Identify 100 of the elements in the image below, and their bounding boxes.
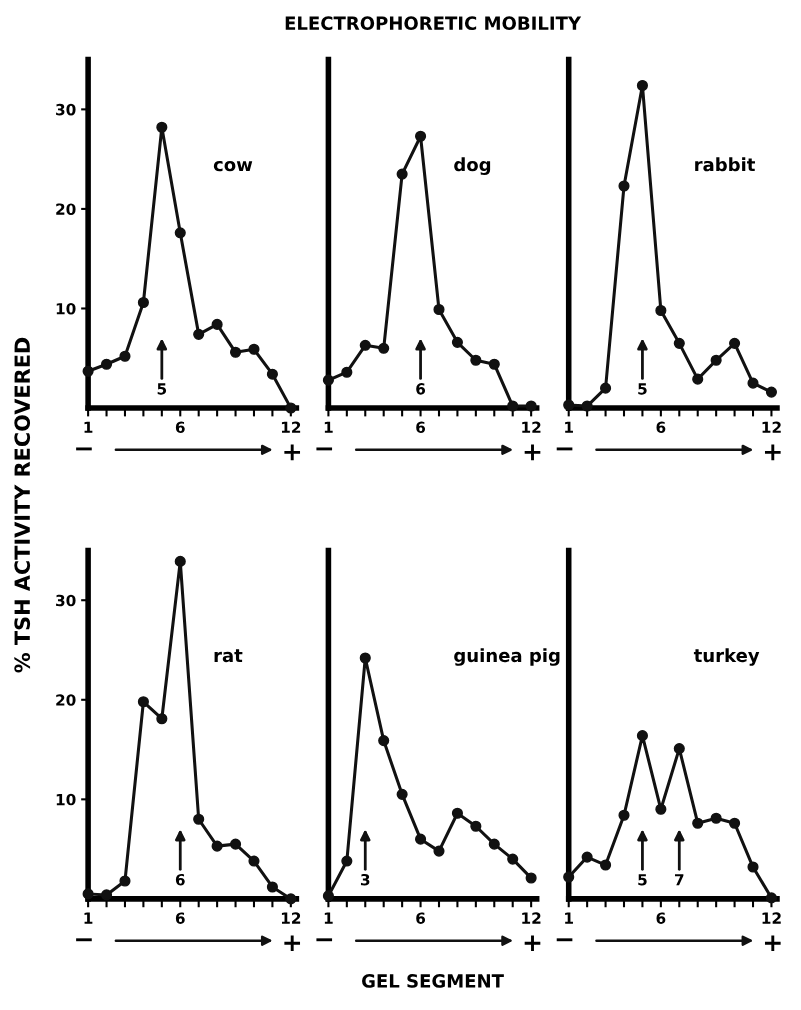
point	[100, 358, 113, 370]
point	[710, 354, 722, 366]
point	[378, 342, 390, 354]
point	[618, 180, 630, 192]
x-tick-label: 1	[324, 421, 333, 433]
annotation: 5	[638, 874, 647, 886]
text: −	[76, 447, 92, 451]
point	[248, 855, 260, 867]
x-tick-label: 6	[656, 912, 666, 924]
x-tick-label: 12	[762, 421, 781, 433]
point	[174, 227, 186, 239]
text: +	[284, 444, 301, 461]
point	[156, 713, 168, 725]
y-tick-label: 30	[56, 594, 76, 607]
point	[229, 838, 242, 850]
y-tick-label: 30	[56, 103, 76, 116]
point	[525, 872, 537, 884]
x-tick-label: 6	[416, 421, 426, 434]
point	[359, 652, 371, 664]
point	[193, 328, 205, 340]
point	[378, 735, 390, 747]
text: +	[524, 444, 541, 461]
text: turkey	[693, 648, 760, 666]
text: −	[556, 938, 573, 942]
text: +	[524, 935, 541, 952]
point	[765, 892, 777, 904]
point	[747, 377, 759, 389]
point	[451, 807, 463, 819]
point	[581, 400, 593, 412]
point	[470, 354, 482, 366]
point	[248, 343, 260, 355]
point	[341, 366, 353, 378]
text: +	[284, 935, 301, 952]
point	[156, 121, 168, 133]
x-tick-label: 12	[522, 912, 541, 924]
point	[341, 855, 353, 867]
point	[563, 871, 575, 883]
point	[765, 386, 777, 398]
y-tick-label: 10	[56, 302, 76, 315]
point	[433, 845, 445, 857]
point	[137, 696, 149, 708]
text: +	[764, 444, 781, 461]
point	[322, 890, 334, 902]
point	[563, 399, 575, 411]
text: −	[76, 938, 92, 942]
point	[507, 400, 519, 412]
y-tick-label: 20	[56, 694, 76, 706]
text: −	[316, 447, 333, 451]
point	[636, 79, 648, 92]
text: rat	[214, 649, 243, 663]
point	[488, 838, 500, 850]
point	[525, 400, 537, 412]
point	[285, 402, 297, 414]
point	[285, 893, 297, 905]
x-tick-label: 6	[175, 421, 185, 434]
point	[729, 817, 741, 829]
point	[600, 382, 612, 394]
point	[673, 337, 685, 349]
x-tick-label: 6	[416, 912, 426, 924]
point	[266, 368, 278, 380]
x-tick-label: 12	[762, 912, 781, 924]
annotation: 5	[157, 383, 167, 395]
x-tick-label: 12	[281, 421, 301, 433]
point	[600, 859, 612, 871]
text: rabbit	[695, 157, 756, 172]
text: guinea pig	[454, 648, 560, 666]
point	[747, 861, 759, 873]
x-tick-label: 1	[84, 421, 93, 433]
text: cow	[213, 160, 253, 172]
point	[655, 803, 667, 815]
point	[415, 130, 427, 142]
y-tick-label: 20	[56, 203, 76, 215]
x-tick-label: 6	[175, 912, 185, 924]
x-tick-label: 1	[324, 912, 333, 924]
x-tick-label: 12	[522, 421, 541, 433]
x-tick-label: 6	[656, 421, 666, 434]
point	[119, 350, 131, 362]
point	[119, 875, 131, 887]
y-tick-label: 10	[56, 793, 76, 806]
x-tick-label: 1	[565, 912, 573, 924]
point	[359, 339, 371, 351]
point	[174, 555, 186, 567]
annotation: 5	[638, 383, 647, 395]
point	[692, 373, 704, 385]
point	[673, 743, 685, 755]
point	[729, 337, 741, 349]
point	[211, 318, 223, 330]
point	[507, 853, 519, 865]
point	[193, 813, 205, 825]
point	[211, 840, 223, 852]
point	[137, 296, 149, 309]
point	[82, 888, 94, 900]
annotation: 3	[360, 873, 370, 886]
point	[636, 730, 648, 742]
x-tick-label: 1	[565, 421, 573, 433]
point	[710, 812, 722, 824]
point	[655, 304, 667, 317]
point	[451, 336, 463, 348]
point	[433, 303, 445, 316]
text: −	[556, 447, 573, 451]
